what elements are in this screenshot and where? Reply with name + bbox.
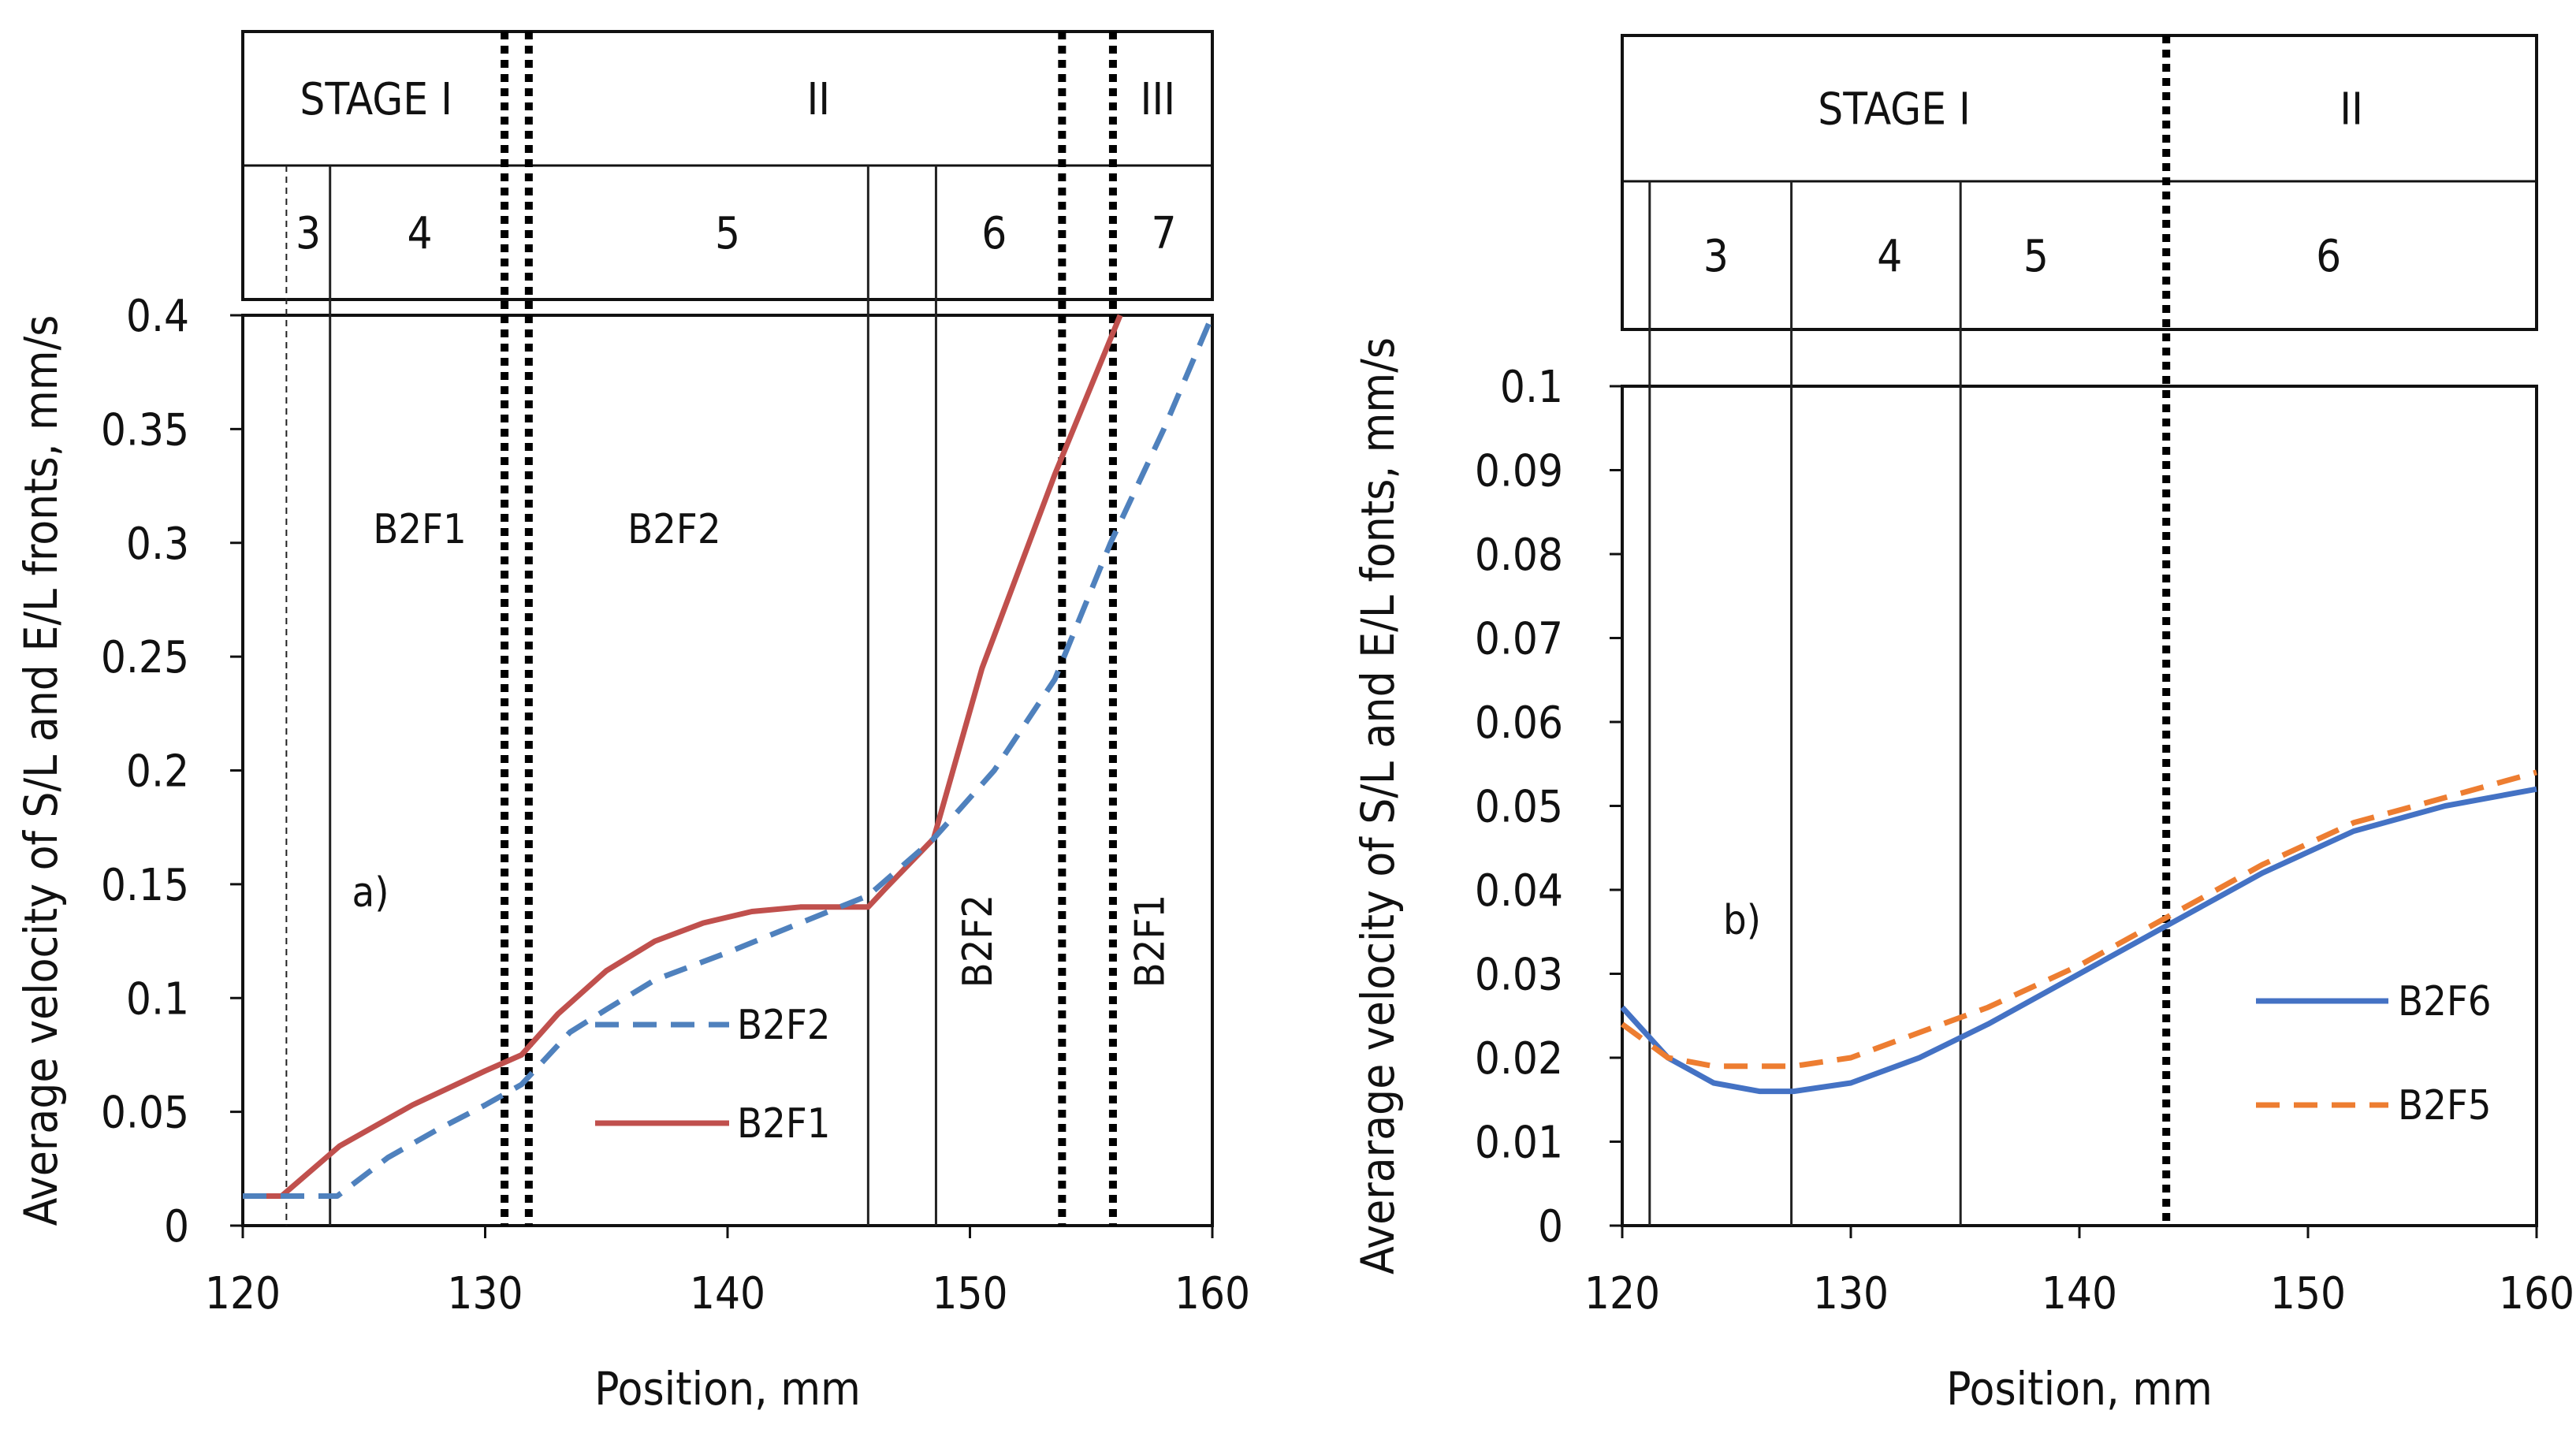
y-tick-label: 0.25 xyxy=(101,632,189,683)
y-axis-title: Averarage velocity of S/L and E/L fonts,… xyxy=(1351,337,1405,1274)
region-label: B2F2 xyxy=(955,895,1002,988)
x-tick-label: 120 xyxy=(205,1268,281,1319)
zone-label: 6 xyxy=(2316,231,2341,282)
x-tick-label: 160 xyxy=(2499,1268,2574,1319)
stage-label: II xyxy=(806,74,830,125)
region-label: B2F1 xyxy=(373,506,467,553)
stage-label: III xyxy=(1141,74,1176,125)
x-tick-label: 120 xyxy=(1584,1268,1660,1319)
y-tick-label: 0.35 xyxy=(101,404,189,456)
y-tick-label: 0.3 xyxy=(126,519,189,570)
stage-label: STAGE I xyxy=(300,74,452,125)
legend-label: B2F2 xyxy=(737,1002,831,1049)
y-tick-label: 0.08 xyxy=(1475,530,1563,581)
series-line-b2f1 xyxy=(243,314,1123,1199)
x-tick-label: 150 xyxy=(932,1268,1007,1319)
series-line-b2f2 xyxy=(243,314,1215,1199)
y-tick-label: 0.06 xyxy=(1475,698,1563,749)
zone-label: 6 xyxy=(981,208,1007,259)
y-tick-label: 0.01 xyxy=(1475,1118,1563,1169)
legend-label: B2F6 xyxy=(2398,978,2492,1025)
y-tick-label: 0.07 xyxy=(1475,614,1563,665)
y-tick-label: 0 xyxy=(1538,1201,1563,1252)
legend-label: B2F1 xyxy=(737,1100,831,1148)
series-line-b2f5 xyxy=(1620,769,2537,1070)
x-tick-label: 130 xyxy=(1813,1268,1889,1319)
y-tick-label: 0.05 xyxy=(1475,782,1563,833)
zone-label: 7 xyxy=(1151,208,1176,259)
y-tick-label: 0 xyxy=(164,1201,189,1252)
stage-label: II xyxy=(2340,84,2363,136)
x-tick-label: 150 xyxy=(2270,1268,2346,1319)
panel-label: a) xyxy=(352,869,389,917)
zone-label: 5 xyxy=(2023,231,2049,282)
y-tick-label: 0.03 xyxy=(1475,950,1563,1001)
stage-label: STAGE I xyxy=(1818,84,1971,136)
legend-label: B2F5 xyxy=(2398,1082,2492,1129)
zone-label: 5 xyxy=(715,208,740,259)
y-tick-label: 0.04 xyxy=(1475,865,1563,917)
region-label: B2F1 xyxy=(1127,895,1174,988)
y-tick-label: 0.05 xyxy=(101,1088,189,1139)
y-tick-label: 0.02 xyxy=(1475,1033,1563,1085)
chart-panel-b: STAGE I II 3 4 5 6 0 0.01 0.02 0.03 0.04 0.05 0.06 0.… xyxy=(1351,34,2574,1416)
x-tick-label: 140 xyxy=(690,1268,765,1319)
x-tick-label: 130 xyxy=(447,1268,523,1319)
x-axis-title: Position, mm xyxy=(1946,1362,2213,1416)
y-axis-title: Average velocity of S/L and E/L fronts, … xyxy=(14,315,68,1226)
y-tick-label: 0.15 xyxy=(101,860,189,911)
y-tick-label: 0.1 xyxy=(1500,362,1563,413)
y-tick-label: 0.09 xyxy=(1475,446,1563,497)
y-tick-label: 0.4 xyxy=(126,291,189,342)
series-line-b2f6 xyxy=(1620,786,2537,1095)
zone-label: 4 xyxy=(1877,231,1902,282)
zone-label: 4 xyxy=(407,208,432,259)
y-tick-label: 0.1 xyxy=(126,973,189,1025)
panel-label: b) xyxy=(1723,897,1761,944)
x-tick-label: 160 xyxy=(1174,1268,1250,1319)
zone-label: 3 xyxy=(296,208,321,259)
region-label: B2F2 xyxy=(627,506,721,553)
zone-label: 3 xyxy=(1703,231,1729,282)
y-tick-label: 0.2 xyxy=(126,746,189,798)
x-tick-label: 140 xyxy=(2042,1268,2117,1319)
x-axis-title: Position, mm xyxy=(594,1362,861,1416)
